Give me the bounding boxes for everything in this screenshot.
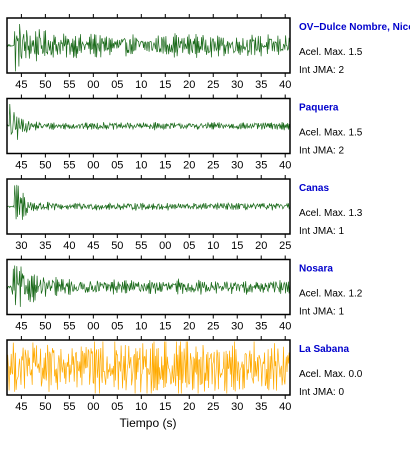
tick-label-3-10: 20 bbox=[255, 240, 267, 252]
tick-label-3-6: 00 bbox=[159, 240, 171, 252]
panel-5: 45 50 55 00 05 10 15 20 25 30 35 40 La Sabana Acel. M… bbox=[6, 336, 363, 413]
tick-label-5-9: 30 bbox=[231, 401, 243, 413]
tick-label-2-7: 20 bbox=[183, 160, 195, 172]
panel-3: 30 35 40 45 50 55 00 05 10 15 20 25 Canas Acel. Max. … bbox=[6, 175, 363, 252]
station-name-3: Canas bbox=[299, 183, 329, 194]
tick-label-2-9: 30 bbox=[231, 160, 243, 172]
intensity-jma-2: Int JMA: 2 bbox=[299, 146, 344, 157]
accel-max-2: Acel. Max. 1.5 bbox=[299, 128, 363, 139]
accel-max-4: Acel. Max. 1.2 bbox=[299, 289, 363, 300]
station-name-5: La Sabana bbox=[299, 344, 349, 355]
tick-label-2-6: 15 bbox=[159, 160, 171, 172]
tick-label-2-8: 25 bbox=[207, 160, 219, 172]
tick-label-4-9: 30 bbox=[231, 321, 243, 333]
tick-label-4-4: 05 bbox=[111, 321, 123, 333]
waveform-2 bbox=[6, 103, 291, 140]
tick-label-5-11: 40 bbox=[279, 401, 291, 413]
tick-label-4-8: 25 bbox=[207, 321, 219, 333]
intensity-jma-3: Int JMA: 1 bbox=[299, 226, 344, 237]
panel-frame-2 bbox=[6, 97, 291, 155]
tick-label-2-0: 45 bbox=[15, 160, 27, 172]
intensity-jma-4: Int JMA: 1 bbox=[299, 307, 344, 318]
panel-1: 45 50 55 00 05 10 15 20 25 30 35 40 OV−Dulce Nombre,… bbox=[6, 14, 410, 91]
tick-label-4-6: 15 bbox=[159, 321, 171, 333]
tick-label-3-3: 45 bbox=[87, 240, 99, 252]
tick-label-1-11: 40 bbox=[279, 79, 291, 91]
intensity-jma-1: Int JMA: 2 bbox=[299, 65, 344, 76]
tick-label-4-11: 40 bbox=[279, 321, 291, 333]
tick-label-5-6: 15 bbox=[159, 401, 171, 413]
tick-label-4-5: 10 bbox=[135, 321, 147, 333]
tick-label-1-2: 55 bbox=[63, 79, 75, 91]
tick-label-1-1: 50 bbox=[39, 79, 51, 91]
tick-label-5-10: 35 bbox=[255, 401, 267, 413]
tick-label-5-3: 00 bbox=[87, 401, 99, 413]
tick-label-1-10: 35 bbox=[255, 79, 267, 91]
tick-label-1-7: 20 bbox=[183, 79, 195, 91]
tick-label-1-8: 25 bbox=[207, 79, 219, 91]
tick-label-3-5: 55 bbox=[135, 240, 147, 252]
tick-label-5-0: 45 bbox=[15, 401, 27, 413]
tick-label-4-7: 20 bbox=[183, 321, 195, 333]
tick-label-4-10: 35 bbox=[255, 321, 267, 333]
panel-frame-3 bbox=[6, 178, 291, 235]
tick-label-1-9: 30 bbox=[231, 79, 243, 91]
waveform-3 bbox=[7, 184, 291, 220]
panel-frame-5 bbox=[6, 339, 291, 396]
tick-label-5-5: 10 bbox=[135, 401, 147, 413]
tick-label-3-11: 25 bbox=[279, 240, 291, 252]
waveform-5 bbox=[6, 341, 291, 394]
panel-4: 45 50 55 00 05 10 15 20 25 30 35 40 Nosara Acel. Max.… bbox=[6, 255, 363, 333]
tick-label-3-1: 35 bbox=[39, 240, 51, 252]
accel-max-3: Acel. Max. 1.3 bbox=[299, 208, 363, 219]
tick-label-2-4: 05 bbox=[111, 160, 123, 172]
panel-frame-1 bbox=[6, 17, 291, 74]
tick-label-5-7: 20 bbox=[183, 401, 195, 413]
tick-label-4-3: 00 bbox=[87, 321, 99, 333]
tick-label-2-2: 55 bbox=[63, 160, 75, 172]
tick-label-2-10: 35 bbox=[255, 160, 267, 172]
waveform-4 bbox=[6, 265, 291, 307]
x-axis-label: Tiempo (s) bbox=[120, 416, 177, 430]
tick-label-2-1: 50 bbox=[39, 160, 51, 172]
tick-label-2-3: 00 bbox=[87, 160, 99, 172]
waveform-1 bbox=[6, 23, 291, 72]
accel-max-1: Acel. Max. 1.5 bbox=[299, 47, 363, 58]
intensity-jma-5: Int JMA: 0 bbox=[299, 387, 344, 398]
tick-label-3-7: 05 bbox=[183, 240, 195, 252]
tick-label-4-1: 50 bbox=[39, 321, 51, 333]
panel-frame-4 bbox=[6, 258, 291, 316]
station-name-1: OV−Dulce Nombre, Nicoya bbox=[299, 22, 410, 33]
tick-label-1-6: 15 bbox=[159, 79, 171, 91]
tick-label-5-2: 55 bbox=[63, 401, 75, 413]
tick-label-3-2: 40 bbox=[63, 240, 75, 252]
tick-label-5-4: 05 bbox=[111, 401, 123, 413]
station-name-4: Nosara bbox=[299, 264, 333, 275]
tick-label-1-4: 05 bbox=[111, 79, 123, 91]
tick-label-3-4: 50 bbox=[111, 240, 123, 252]
tick-label-1-5: 10 bbox=[135, 79, 147, 91]
tick-label-4-0: 45 bbox=[15, 321, 27, 333]
tick-label-4-2: 55 bbox=[63, 321, 75, 333]
tick-label-3-0: 30 bbox=[15, 240, 27, 252]
panel-2: 45 50 55 00 05 10 15 20 25 30 35 40 Paquera Acel. Max… bbox=[6, 94, 363, 172]
tick-label-2-5: 10 bbox=[135, 160, 147, 172]
tick-label-5-1: 50 bbox=[39, 401, 51, 413]
tick-label-5-8: 25 bbox=[207, 401, 219, 413]
tick-label-3-9: 15 bbox=[231, 240, 243, 252]
station-name-2: Paquera bbox=[299, 103, 339, 114]
tick-label-1-0: 45 bbox=[15, 79, 27, 91]
accel-max-5: Acel. Max. 0.0 bbox=[299, 369, 363, 380]
tick-label-3-8: 10 bbox=[207, 240, 219, 252]
tick-label-1-3: 00 bbox=[87, 79, 99, 91]
tick-label-2-11: 40 bbox=[279, 160, 291, 172]
